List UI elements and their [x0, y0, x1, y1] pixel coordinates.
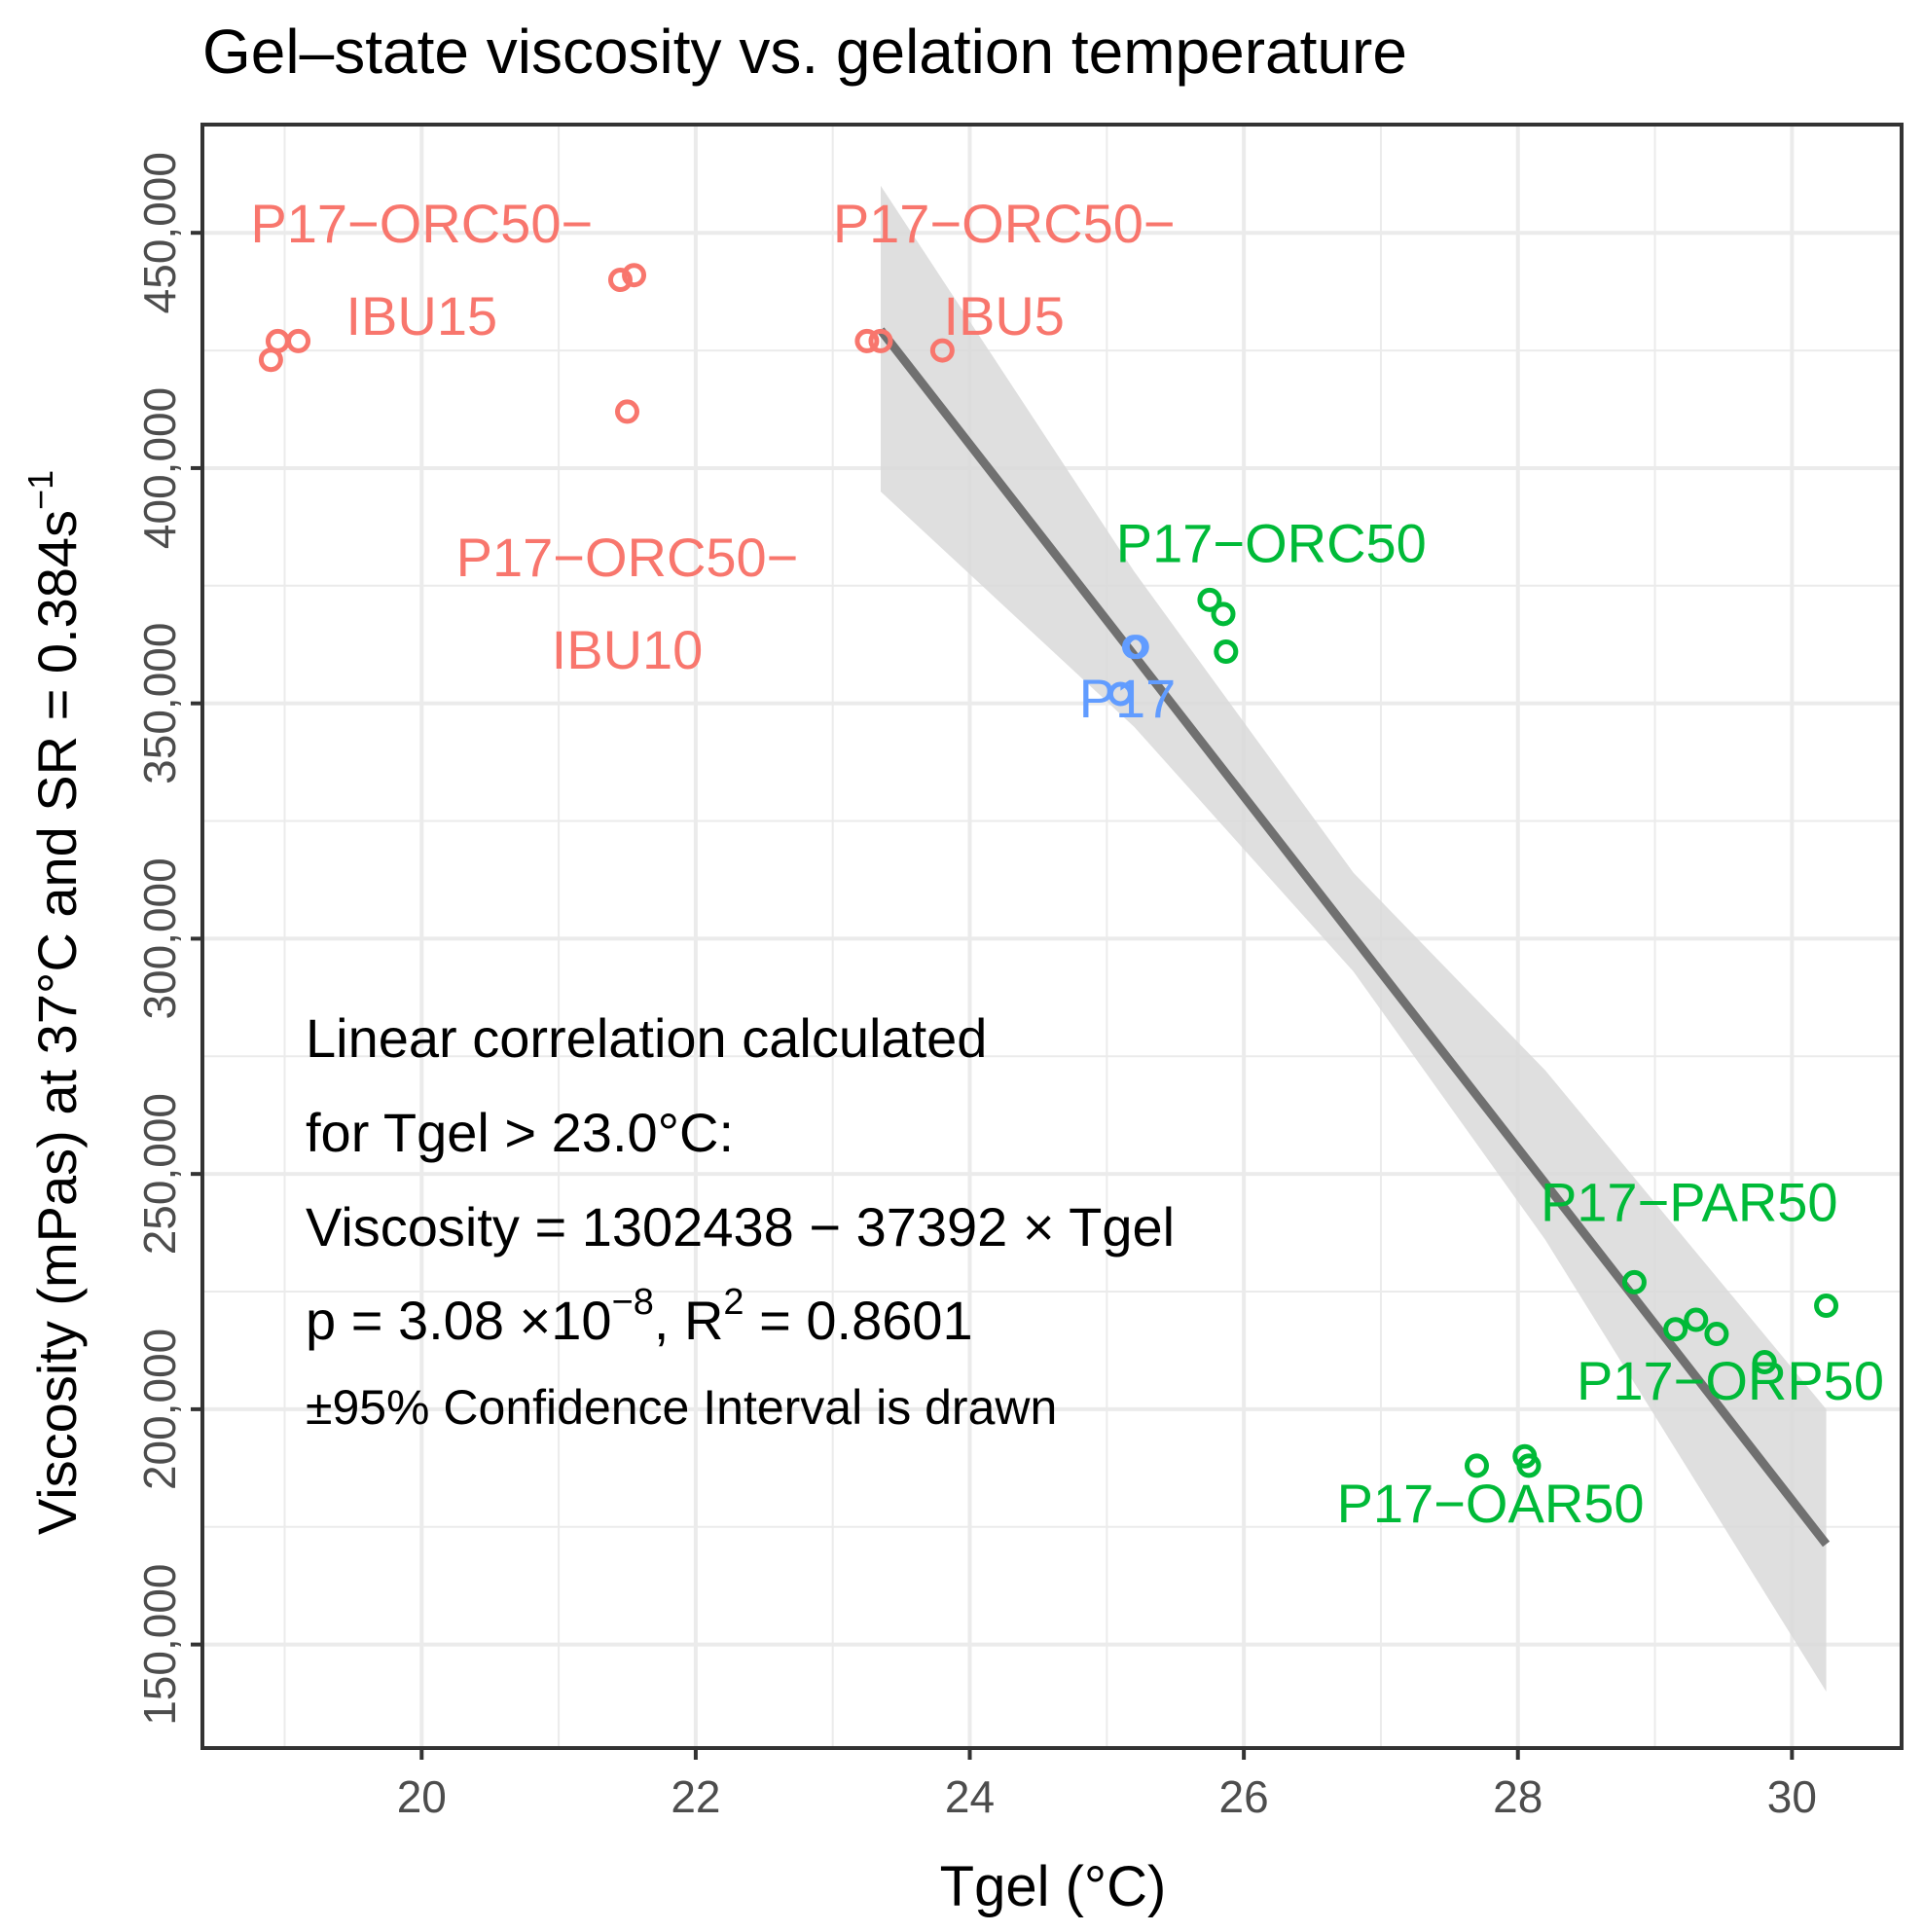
- data-point: [1516, 1453, 1542, 1478]
- point-label: P17−ORC50: [1116, 513, 1427, 574]
- data-point: [868, 328, 893, 353]
- data-point: [1197, 587, 1222, 612]
- y-axis-title-main: Viscosity (mPas) at 37°C and SR = 0.384s: [26, 510, 88, 1535]
- grid-layer: [202, 125, 1902, 1748]
- y-tick-label: 400,000: [134, 387, 185, 549]
- data-point: [854, 328, 880, 353]
- data-point: [286, 328, 311, 353]
- data-point: [1621, 1269, 1647, 1294]
- data-point: [1124, 635, 1149, 660]
- y-tick-label: 200,000: [134, 1329, 185, 1490]
- data-point: [1465, 1453, 1489, 1478]
- point-label-line: IBU10: [552, 619, 704, 680]
- point-label-line: P17−PAR50: [1541, 1172, 1838, 1233]
- x-tick-label: 24: [945, 1771, 995, 1822]
- point-label-line: P17−ORC50−: [456, 527, 799, 588]
- y-tick-label: 250,000: [134, 1093, 185, 1255]
- point-label: P17−OAR50: [1337, 1473, 1645, 1534]
- y-axis-title: Viscosity (mPas) at 37°C and SR = 0.384s…: [20, 470, 88, 1535]
- regression-line: [877, 327, 1831, 1548]
- annotation-p-exponent: −8: [612, 1282, 654, 1323]
- point-label-line: P17−ORP50: [1577, 1350, 1884, 1411]
- data-point: [1214, 638, 1239, 664]
- annotation-r2-value: = 0.8601: [744, 1290, 973, 1351]
- point-label-line: P17−ORC50: [1116, 513, 1427, 574]
- point-label: P17−ORP50: [1577, 1350, 1884, 1411]
- x-tick-label: 26: [1219, 1771, 1269, 1822]
- annotation-p-value: p = 3.08 ×10: [306, 1290, 612, 1351]
- plot-panel-border: [200, 123, 1904, 1750]
- data-point: [1752, 1350, 1777, 1375]
- data-point: [615, 399, 639, 424]
- point-label: P17−PAR50: [1541, 1172, 1838, 1233]
- point-label-line: IBU15: [345, 285, 497, 346]
- annotation-line-2: for Tgel > 23.0°C:: [306, 1102, 734, 1163]
- data-point: [1684, 1307, 1709, 1332]
- data-point: [1663, 1317, 1688, 1342]
- y-tick-label: 350,000: [134, 623, 185, 784]
- x-tick-label: 30: [1767, 1771, 1817, 1822]
- point-label: P17−ORC50− IBU10: [456, 527, 799, 680]
- x-tick-label: 20: [397, 1771, 447, 1822]
- x-axis-title: Tgel (°C): [940, 1855, 1167, 1918]
- axis-layer: 20 22 24 26 28 30 150,000 200,000 250,000 300,000…: [134, 152, 1817, 1822]
- annotation-line-1: Linear correlation calculated: [306, 1007, 987, 1069]
- point-label-line: IBU5: [943, 285, 1065, 346]
- data-point: [607, 268, 633, 293]
- annotation-line-5: ±95% Confidence Interval is drawn: [306, 1380, 1057, 1435]
- annotation-r2-exponent: 2: [723, 1282, 744, 1323]
- annotation-r-label: , R: [654, 1290, 724, 1351]
- data-points-layer: [258, 263, 1839, 1478]
- x-tick-label: 22: [671, 1771, 720, 1822]
- chart-title: Gel–state viscosity vs. gelation tempera…: [202, 17, 1407, 87]
- point-label: P17−ORC50− IBU15: [250, 193, 593, 346]
- point-label: P17−ORC50− IBU5: [833, 193, 1176, 346]
- regression-annotation: Linear correlation calculated for Tgel >…: [306, 1007, 1175, 1435]
- point-labels-layer: P17−ORC50− IBU15 P17−ORC50− IBU5 P17−ORC50− I…: [250, 193, 1884, 1534]
- plot-panel-background: [202, 125, 1902, 1748]
- point-label: P17: [1079, 668, 1177, 729]
- point-label-line: P17−OAR50: [1337, 1473, 1645, 1534]
- x-tick-label: 28: [1493, 1771, 1542, 1822]
- data-point: [622, 263, 647, 288]
- y-axis-title-superscript: −1: [20, 470, 60, 510]
- annotation-line-4: p = 3.08 ×10−8, R2 = 0.8601: [306, 1282, 973, 1351]
- point-label-line: P17−ORC50−: [250, 193, 593, 254]
- annotation-line-3: Viscosity = 1302438 − 37392 × Tgel: [306, 1196, 1175, 1258]
- y-tick-label: 150,000: [134, 1563, 185, 1725]
- data-point: [929, 338, 955, 363]
- point-label-line: P17: [1079, 668, 1177, 729]
- data-point: [1107, 681, 1133, 707]
- point-label-line: P17−ORC50−: [833, 193, 1176, 254]
- y-tick-label: 450,000: [134, 152, 185, 313]
- data-point: [1814, 1294, 1839, 1319]
- data-point: [1704, 1322, 1729, 1347]
- y-tick-label: 300,000: [134, 857, 185, 1019]
- data-point: [1211, 601, 1236, 627]
- fit-line-layer: [877, 327, 1831, 1548]
